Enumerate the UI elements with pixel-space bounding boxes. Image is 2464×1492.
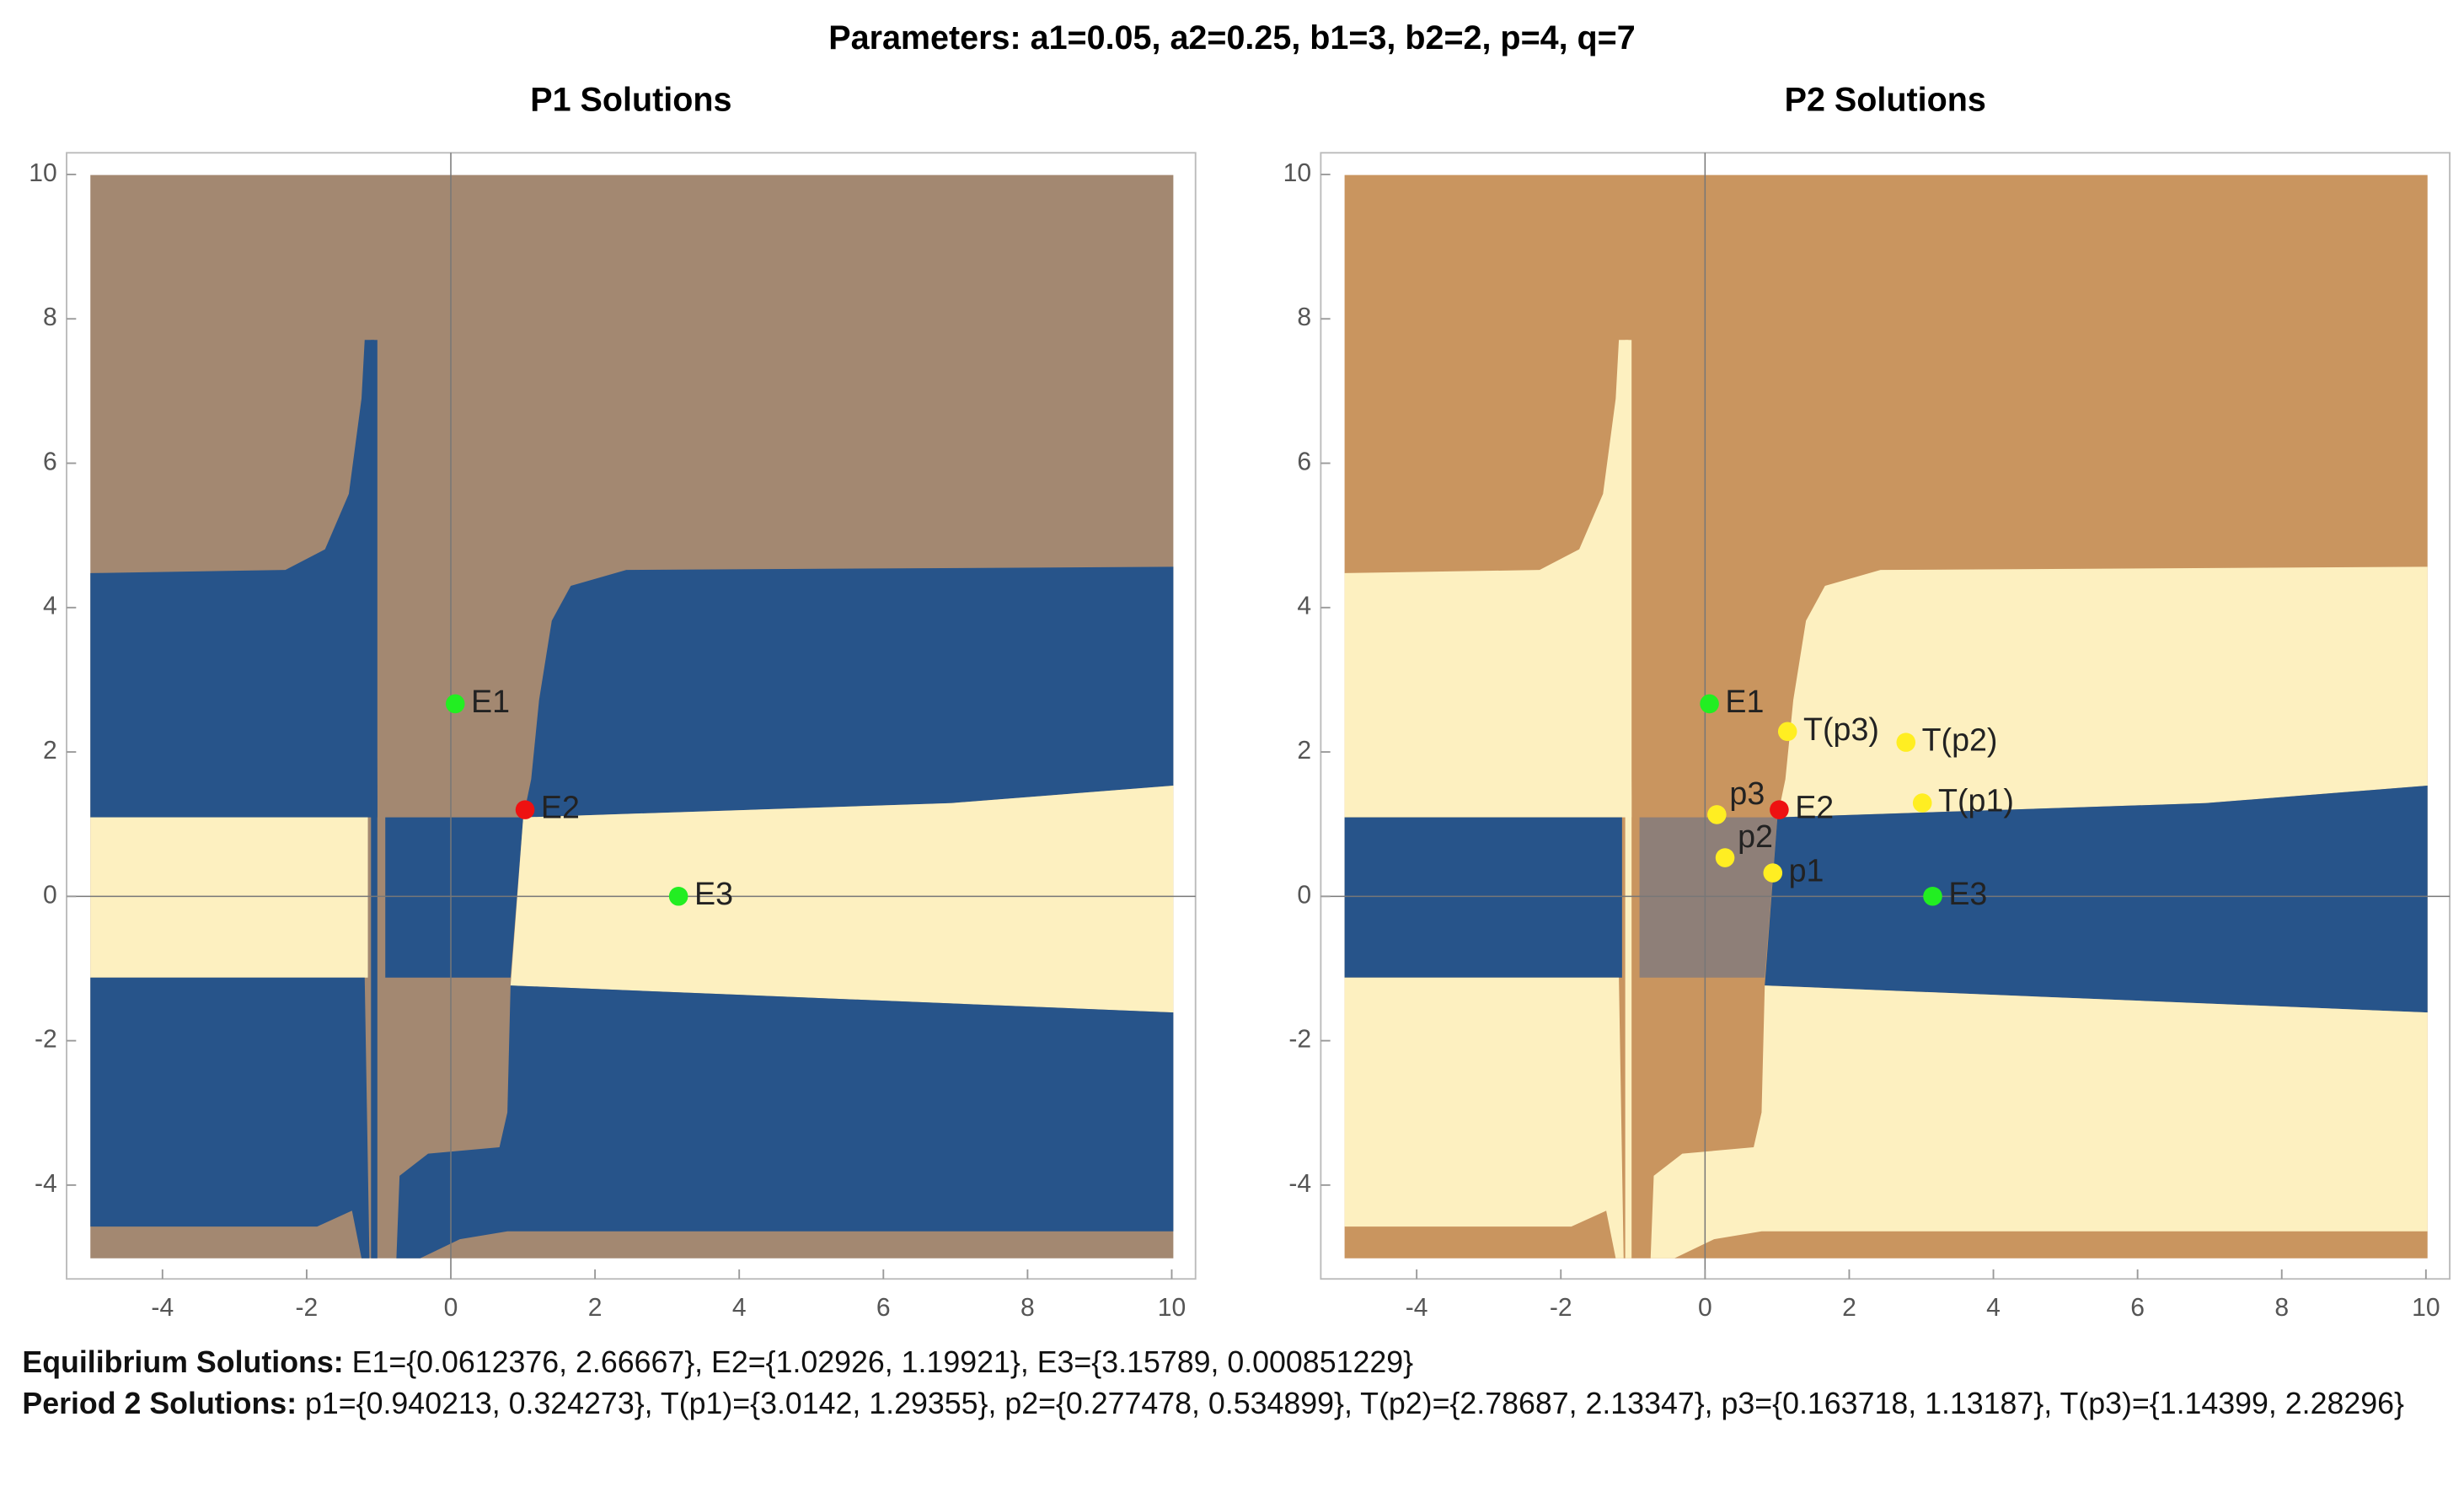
plot: P1 Solutions -4 -2 0 2 4 6 8 10 -4 -2 0 2 4 6 8 10 E1 E2 E3 — [29, 82, 1197, 1322]
y-tick-label: 0 — [1297, 881, 1311, 909]
y-tick-label: -4 — [35, 1170, 57, 1198]
point — [1707, 805, 1727, 824]
x-tick-label: 6 — [2130, 1294, 2145, 1322]
point-label: T(p3) — [1803, 711, 1879, 747]
x-tick-label: 0 — [444, 1294, 458, 1322]
plot-title: P1 Solutions — [530, 82, 731, 119]
y-tick-label: 2 — [1297, 737, 1311, 765]
point-label: E3 — [1948, 876, 1987, 911]
note-label: Equilibrium Solutions: — [22, 1347, 344, 1381]
x-tick-label: 2 — [1842, 1294, 1856, 1322]
notes: Equilibrium Solutions: E1={0.0612376, 2.… — [22, 1344, 2448, 1426]
point — [1715, 848, 1735, 867]
point — [1896, 733, 1916, 752]
x-tick-label: 2 — [588, 1294, 603, 1322]
x-tick-label: 6 — [876, 1294, 891, 1322]
y-tick-label: -2 — [1288, 1026, 1311, 1054]
x-tick-label: 0 — [1698, 1294, 1712, 1322]
note-text: p1={0.940213, 0.324273}, T(p1)={3.0142, … — [305, 1388, 2404, 1422]
y-tick-label: 10 — [29, 159, 56, 187]
y-tick-label: 4 — [1297, 593, 1311, 620]
x-tick-label: -2 — [296, 1294, 319, 1322]
note-label: Period 2 Solutions: — [22, 1388, 297, 1422]
point-label: E1 — [471, 684, 510, 719]
x-tick-label: -4 — [1406, 1294, 1428, 1322]
y-tick-label: 2 — [43, 737, 57, 765]
y-tick-label: 4 — [43, 593, 57, 620]
point — [1777, 722, 1797, 742]
point — [515, 800, 535, 819]
point — [1763, 863, 1783, 883]
point-label: E2 — [1795, 790, 1834, 825]
point-label: p1 — [1789, 853, 1824, 888]
y-tick-label: 0 — [43, 881, 57, 909]
x-tick-label: 10 — [2412, 1294, 2440, 1322]
x-tick-label: -2 — [1550, 1294, 1572, 1322]
y-tick-label: 8 — [43, 303, 57, 331]
x-tick-label: 4 — [1986, 1294, 2001, 1322]
point-label: E3 — [694, 876, 733, 911]
x-tick-label: 8 — [1020, 1294, 1035, 1322]
point — [668, 886, 688, 906]
point — [1923, 886, 1942, 906]
notes-text: Equilibrium Solutions: E1={0.0612376, 2.… — [22, 1344, 2448, 1426]
y-tick-label: 10 — [1283, 159, 1311, 187]
x-tick-label: -4 — [151, 1294, 174, 1322]
x-tick-label: 8 — [2274, 1294, 2289, 1322]
plot-title: P2 Solutions — [1785, 82, 1986, 119]
note-line: Period 2 Solutions: p1={0.940213, 0.3242… — [22, 1385, 2448, 1426]
point-label: p3 — [1729, 776, 1765, 811]
point — [1770, 800, 1789, 819]
y-tick-label: 6 — [1297, 448, 1311, 475]
point — [445, 694, 465, 714]
plot: P2 Solutions -4 -2 0 2 4 6 8 10 -4 -2 0 2 4 6 8 10 E1 E2 E3… — [1283, 82, 2451, 1322]
point — [1912, 793, 1932, 813]
figure-title: Parameters: a1=0.05, a2=0.25, b1=3, b2=2… — [828, 19, 1635, 56]
point-label: E2 — [541, 790, 580, 825]
y-tick-label: -2 — [35, 1026, 57, 1054]
y-tick-label: 6 — [43, 448, 57, 475]
y-tick-label: -4 — [1288, 1170, 1311, 1198]
point-label: T(p2) — [1922, 722, 1998, 758]
point — [1700, 694, 1719, 714]
point-label: E1 — [1725, 684, 1764, 719]
note-line: Equilibrium Solutions: E1={0.0612376, 2.… — [22, 1344, 2448, 1385]
point-label: T(p1) — [1938, 783, 2014, 818]
x-tick-label: 4 — [732, 1294, 747, 1322]
x-tick-label: 10 — [1158, 1294, 1186, 1322]
y-tick-label: 8 — [1297, 303, 1311, 331]
note-text: E1={0.0612376, 2.66667}, E2={1.02926, 1.… — [351, 1347, 1414, 1381]
point-label: p2 — [1738, 818, 1773, 854]
